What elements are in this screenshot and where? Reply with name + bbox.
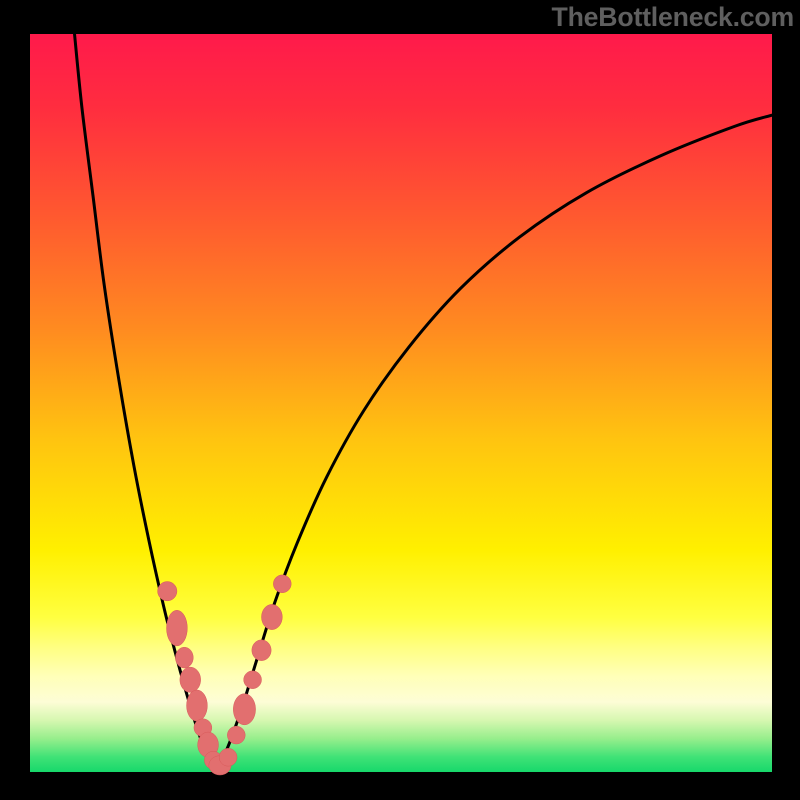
- marker-point: [187, 690, 208, 721]
- marker-point: [262, 604, 283, 629]
- plot-area: [30, 34, 772, 772]
- marker-point: [180, 667, 201, 692]
- marker-point: [252, 640, 271, 661]
- marker-point: [175, 647, 193, 668]
- marker-point: [219, 748, 237, 766]
- marker-point: [167, 610, 188, 646]
- chart-svg: [0, 0, 800, 800]
- marker-point: [233, 694, 255, 725]
- marker-point: [273, 575, 291, 593]
- marker-point: [244, 671, 262, 689]
- watermark-text: TheBottleneck.com: [552, 2, 794, 33]
- marker-point: [227, 726, 245, 744]
- marker-point: [158, 582, 177, 601]
- chart-stage: TheBottleneck.com: [0, 0, 800, 800]
